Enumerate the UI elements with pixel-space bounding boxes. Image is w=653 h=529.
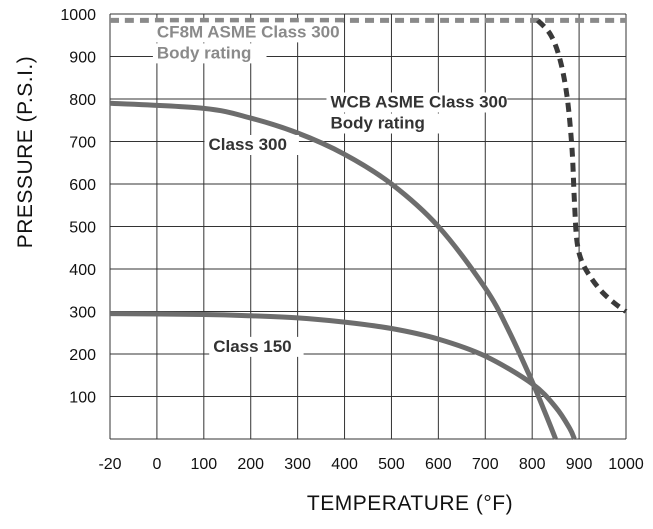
annotation-label: Class 150: [213, 337, 291, 356]
x-tick-label: -20: [98, 456, 121, 473]
y-tick-label: 500: [69, 220, 96, 237]
annotations: CF8M ASME Class 300 Body rating WCB ASME C…: [152, 22, 508, 357]
y-tick-label: 800: [69, 92, 96, 109]
x-tick-label: 100: [190, 456, 217, 473]
annotation-label: CF8M ASME Class 300: [157, 22, 340, 41]
y-tick-label: 300: [69, 305, 96, 322]
x-tick-labels: -20 0 100 200 300 400 500 600 700 800 900 1000: [98, 456, 643, 473]
annotation-bg: [209, 336, 304, 357]
y-tick-label: 1000: [60, 7, 96, 24]
annotation-label: Body rating: [330, 114, 424, 133]
annotation-bg: [152, 22, 344, 43]
series-lines: [109, 17, 628, 441]
x-tick-label: 500: [378, 456, 405, 473]
grid: [109, 13, 627, 440]
x-tick-label: 900: [566, 456, 593, 473]
x-axis-title: TEMPERATURE (°F): [307, 492, 513, 515]
x-tick-label: 800: [519, 456, 546, 473]
annotation-bg: [204, 135, 299, 155]
y-tick-label: 100: [69, 390, 96, 407]
series-line: [109, 311, 577, 441]
x-tick-label: 700: [472, 456, 499, 473]
annotation-label: Body rating: [157, 43, 251, 62]
series-line: [109, 100, 558, 440]
x-tick-label: 1000: [608, 456, 644, 473]
y-tick-label: 900: [69, 50, 96, 67]
annotation-bg: [152, 43, 267, 64]
y-tick-labels: 100 200 300 400 500 600 700 800 900 1000: [60, 7, 96, 407]
y-tick-label: 600: [69, 177, 96, 194]
x-tick-label: 300: [284, 456, 311, 473]
x-tick-label: 600: [425, 456, 452, 473]
y-axis-title: PRESSURE (P.S.I.): [14, 56, 37, 249]
annotation-bg: [326, 92, 508, 113]
y-tick-label: 700: [69, 135, 96, 152]
x-tick-label: 400: [331, 456, 358, 473]
y-tick-label: 400: [69, 262, 96, 279]
x-tick-label: 200: [237, 456, 264, 473]
annotation-label: WCB ASME Class 300: [330, 93, 507, 112]
annotation-bg: [326, 113, 441, 134]
series-line: [535, 18, 628, 314]
x-tick-label: 0: [152, 456, 161, 473]
annotation-label: Class 300: [209, 135, 287, 154]
y-tick-label: 200: [69, 347, 96, 364]
